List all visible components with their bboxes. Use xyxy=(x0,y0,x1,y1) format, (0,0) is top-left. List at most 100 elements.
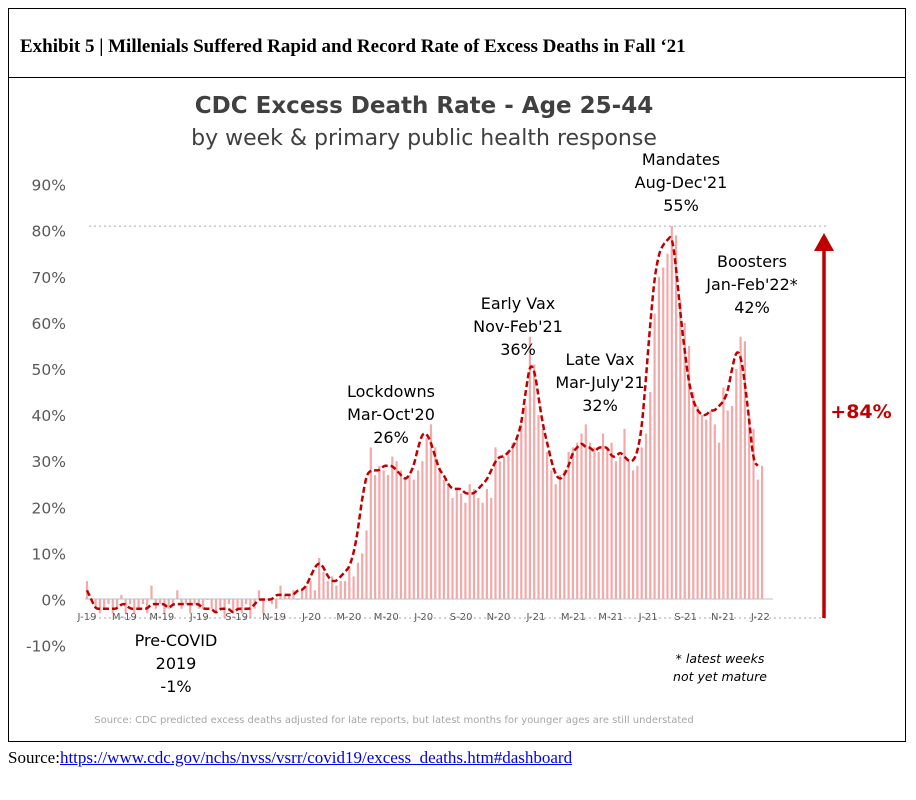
x-tick-label: J-21 xyxy=(525,612,545,623)
bar xyxy=(726,410,729,600)
bar xyxy=(606,447,609,600)
annotation-line: Lockdowns xyxy=(347,382,435,401)
bar xyxy=(275,599,278,609)
bar xyxy=(503,456,506,600)
chart-title: CDC Excess Death Rate - Age 25-44 xyxy=(195,93,653,119)
bar xyxy=(550,470,553,600)
bar xyxy=(563,470,566,600)
bar xyxy=(94,599,97,609)
bar xyxy=(619,456,622,600)
y-tick-label: 70% xyxy=(32,269,66,287)
bar xyxy=(632,470,635,600)
bar xyxy=(692,392,695,600)
excess-death-chart: CDC Excess Death Rate - Age 25-44 by wee… xyxy=(26,93,892,726)
bar xyxy=(610,442,613,600)
increase-label: +84% xyxy=(830,401,891,423)
bar xyxy=(451,498,454,600)
bar xyxy=(176,590,179,600)
x-tick-label: S-19 xyxy=(225,612,248,623)
bar xyxy=(399,470,402,600)
exhibit-frame xyxy=(8,8,906,742)
bar xyxy=(460,493,463,600)
x-tick-label: J-22 xyxy=(750,612,770,623)
bar xyxy=(640,447,643,600)
x-tick-label: J-19 xyxy=(77,612,97,623)
y-tick-label: 10% xyxy=(32,545,66,563)
bar xyxy=(761,465,764,600)
bar xyxy=(404,479,407,600)
source-link[interactable]: https://www.cdc.gov/nchs/nvss/vsrr/covid… xyxy=(59,748,573,767)
y-tick-label: 20% xyxy=(32,499,66,517)
bar xyxy=(477,498,480,600)
annotation-late-vax: Late Vax Mar-July'21 32% xyxy=(555,350,644,415)
bar xyxy=(511,442,514,600)
bar xyxy=(283,594,286,600)
x-tick-label: M-21 xyxy=(598,612,623,623)
y-tick-label: 40% xyxy=(32,407,66,425)
annotation-line: -1% xyxy=(160,677,191,696)
annotation-line: Aug-Dec'21 xyxy=(635,173,728,192)
bar xyxy=(735,369,738,600)
x-tick-label: M-20 xyxy=(336,612,361,623)
bar xyxy=(455,488,458,600)
y-tick-label: 0% xyxy=(41,592,66,610)
bar xyxy=(378,465,381,600)
y-tick-label: 30% xyxy=(32,453,66,471)
bar xyxy=(137,599,140,609)
bar xyxy=(533,364,536,600)
bar xyxy=(709,410,712,600)
bar xyxy=(670,226,673,600)
bar xyxy=(636,465,639,600)
chart-footnote: Source: CDC predicted excess deaths adju… xyxy=(94,715,694,726)
bar xyxy=(718,442,721,600)
bar xyxy=(335,585,338,600)
bar xyxy=(739,336,742,600)
bar xyxy=(116,599,119,609)
bar xyxy=(756,479,759,600)
annotation-line: 36% xyxy=(500,340,536,359)
bar xyxy=(666,253,669,600)
bar xyxy=(498,461,501,600)
bar xyxy=(464,502,467,600)
y-tick-label: 90% xyxy=(32,177,66,195)
bar xyxy=(515,438,519,600)
bar xyxy=(485,488,488,600)
bar xyxy=(219,599,222,609)
bar xyxy=(593,447,596,600)
bar xyxy=(163,599,166,614)
bar xyxy=(679,299,682,600)
bar xyxy=(571,447,574,600)
bar xyxy=(343,581,347,600)
x-tick-label: M-19 xyxy=(112,612,137,623)
chart-subtitle: by week & primary public health response xyxy=(191,126,657,151)
bar xyxy=(171,599,175,605)
bar xyxy=(232,599,235,614)
bar xyxy=(447,484,450,600)
y-tick-label: -10% xyxy=(26,638,66,656)
bar xyxy=(352,576,355,600)
annotation-line: Nov-Feb'21 xyxy=(473,317,563,336)
bar xyxy=(339,581,342,600)
bar xyxy=(313,590,316,600)
chart-area: CDC Excess Death Rate - Age 25-44 by wee… xyxy=(9,79,905,741)
bar xyxy=(468,484,471,600)
bar xyxy=(103,599,106,609)
bar xyxy=(369,447,372,600)
bar xyxy=(546,451,549,600)
bar xyxy=(541,428,544,600)
bar xyxy=(296,599,299,600)
bar xyxy=(675,235,678,600)
bar xyxy=(748,415,751,600)
x-tick-label: S-20 xyxy=(450,612,473,623)
bar xyxy=(356,562,359,600)
bar xyxy=(189,599,192,614)
annotation-line: Boosters xyxy=(717,252,787,271)
bar xyxy=(361,553,364,600)
bar xyxy=(472,488,476,600)
bar xyxy=(150,585,153,600)
annotation-line: Pre-COVID xyxy=(135,631,218,650)
bar xyxy=(318,558,321,600)
bar xyxy=(305,585,308,600)
bar xyxy=(300,590,304,600)
annotation-lockdowns: Lockdowns Mar-Oct'20 26% xyxy=(347,382,435,447)
